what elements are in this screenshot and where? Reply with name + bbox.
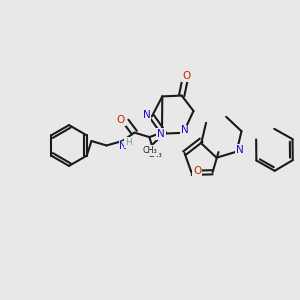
Text: CH₃: CH₃ xyxy=(147,150,162,159)
Text: O: O xyxy=(193,167,201,176)
Text: N: N xyxy=(119,141,127,152)
Text: N: N xyxy=(236,145,244,155)
Text: N: N xyxy=(157,129,165,139)
Text: H: H xyxy=(125,138,132,147)
Text: N: N xyxy=(181,125,189,135)
Text: O: O xyxy=(182,71,190,81)
Text: N: N xyxy=(142,110,150,120)
Text: O: O xyxy=(116,115,125,125)
Text: CH₃: CH₃ xyxy=(142,146,157,155)
